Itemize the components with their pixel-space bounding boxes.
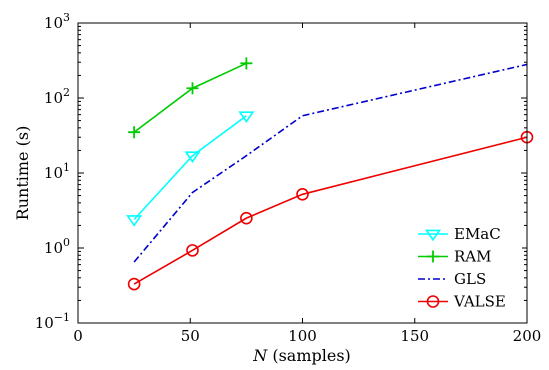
y-tick-label: 10−1 bbox=[35, 311, 70, 332]
data-point-emac bbox=[126, 215, 143, 227]
y-tick-base: 10 bbox=[44, 164, 63, 182]
series-line-ram bbox=[133, 62, 247, 133]
legend-label-ram: RAM bbox=[454, 248, 492, 266]
data-point-valse bbox=[296, 187, 309, 201]
legend-label-emac: EMaC bbox=[454, 225, 501, 243]
series-line-valse bbox=[133, 136, 528, 285]
x-axis-label-variable: N bbox=[252, 346, 268, 365]
x-axis-label-units: (samples) bbox=[267, 346, 351, 365]
legend-label-gls: GLS bbox=[454, 270, 486, 288]
y-tick-exponent: 0 bbox=[63, 236, 70, 249]
data-point-valse bbox=[127, 277, 141, 291]
y-tick-base: 10 bbox=[35, 314, 54, 332]
data-point-emac bbox=[184, 151, 201, 163]
x-axis-label: N (samples) bbox=[252, 346, 351, 365]
data-point-ram bbox=[128, 126, 141, 139]
x-tick-label: 200 bbox=[513, 327, 542, 345]
data-point-ram bbox=[240, 57, 253, 70]
y-tick-label: 103 bbox=[44, 11, 70, 32]
legend: EMaC RAM GLS VALSE bbox=[410, 222, 522, 318]
plot-frame bbox=[77, 22, 528, 324]
y-tick-base: 10 bbox=[44, 14, 63, 32]
y-axis-label: Runtime (s) bbox=[13, 126, 32, 221]
x-tick-labels: 0 50 100 150 200 bbox=[73, 327, 541, 345]
legend-marker-ram bbox=[427, 250, 439, 263]
y-tick-exponent: 1 bbox=[63, 161, 70, 174]
y-tick-base: 10 bbox=[44, 89, 63, 107]
y-tick-exponent: 3 bbox=[63, 11, 70, 24]
series-ram bbox=[128, 57, 253, 139]
data-point-valse bbox=[186, 244, 199, 257]
y-tick-label: 101 bbox=[44, 161, 70, 182]
series-line-gls bbox=[133, 63, 528, 263]
x-tick-label: 0 bbox=[73, 327, 83, 345]
data-point-ram bbox=[186, 82, 199, 95]
y-tick-base: 10 bbox=[44, 239, 63, 257]
legend-marker-emac bbox=[424, 229, 442, 242]
legend-marker-valse bbox=[426, 295, 440, 308]
legend-label-valse: VALSE bbox=[453, 293, 506, 311]
data-point-emac bbox=[238, 111, 255, 124]
y-tick-exponent: −1 bbox=[54, 311, 70, 324]
data-point-valse bbox=[240, 211, 253, 225]
x-tick-label: 50 bbox=[181, 327, 200, 345]
y-tick-exponent: 2 bbox=[63, 86, 70, 99]
x-tick-label: 150 bbox=[400, 327, 429, 345]
series-emac bbox=[126, 111, 255, 227]
y-tick-label: 102 bbox=[44, 86, 70, 107]
series-gls bbox=[133, 63, 528, 263]
y-tick-label: 100 bbox=[44, 236, 70, 257]
x-tick-label: 100 bbox=[288, 327, 317, 345]
series-line-emac bbox=[133, 115, 247, 221]
